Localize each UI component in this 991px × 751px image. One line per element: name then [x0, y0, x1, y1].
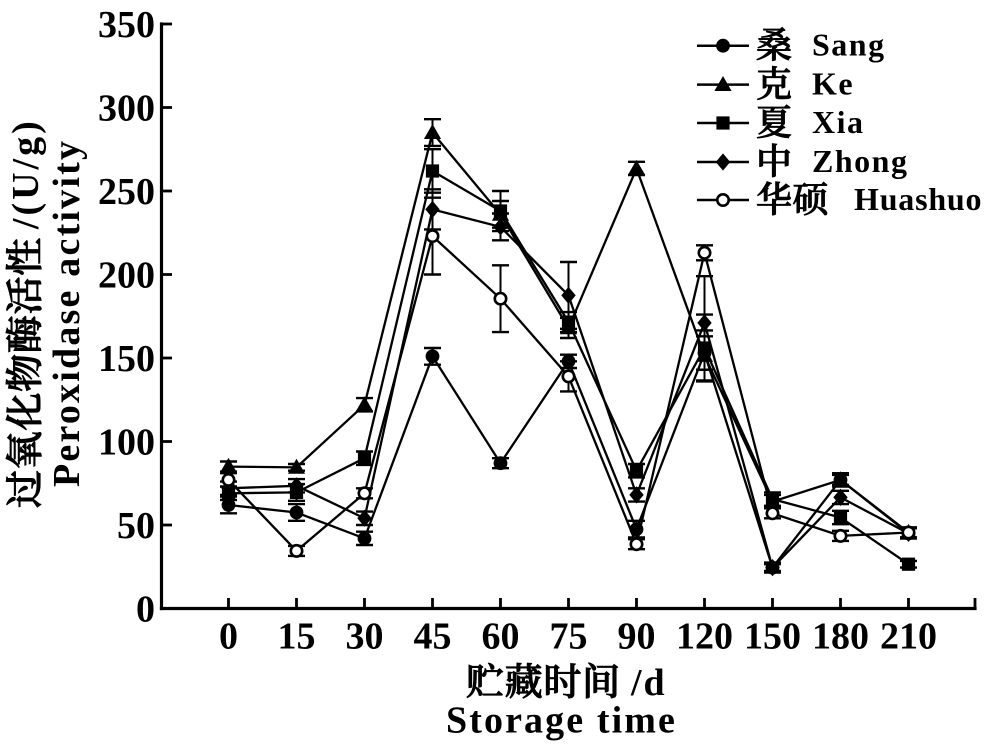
svg-text:Peroxidase activity: Peroxidase activity [46, 139, 88, 487]
svg-text:180: 180 [812, 616, 869, 658]
svg-text:Xia: Xia [812, 104, 865, 140]
svg-text:15: 15 [278, 616, 316, 658]
svg-text:Ke: Ke [812, 66, 854, 102]
svg-text:200: 200 [98, 255, 155, 297]
svg-text:Huashuo: Huashuo [854, 181, 982, 217]
svg-text:250: 250 [98, 171, 155, 213]
svg-text:120: 120 [676, 616, 733, 658]
svg-text:90: 90 [618, 616, 656, 658]
svg-text:350: 350 [98, 4, 155, 46]
svg-text:0: 0 [136, 589, 155, 631]
svg-text:30: 30 [346, 616, 384, 658]
svg-text:75: 75 [550, 616, 588, 658]
svg-text:300: 300 [98, 88, 155, 130]
svg-text:50: 50 [117, 505, 155, 547]
svg-text:Zhong: Zhong [812, 143, 908, 179]
svg-text:45: 45 [414, 616, 452, 658]
svg-text:150: 150 [744, 616, 801, 658]
svg-text:100: 100 [98, 422, 155, 464]
svg-text:150: 150 [98, 338, 155, 380]
svg-text:/d: /d [630, 662, 667, 704]
svg-text:Storage time: Storage time [446, 700, 677, 742]
svg-text:210: 210 [880, 616, 937, 658]
svg-text:Sang: Sang [812, 27, 886, 63]
svg-text:0: 0 [219, 616, 238, 658]
svg-text:60: 60 [482, 616, 520, 658]
svg-text:/(U/g): /(U/g) [5, 118, 47, 230]
